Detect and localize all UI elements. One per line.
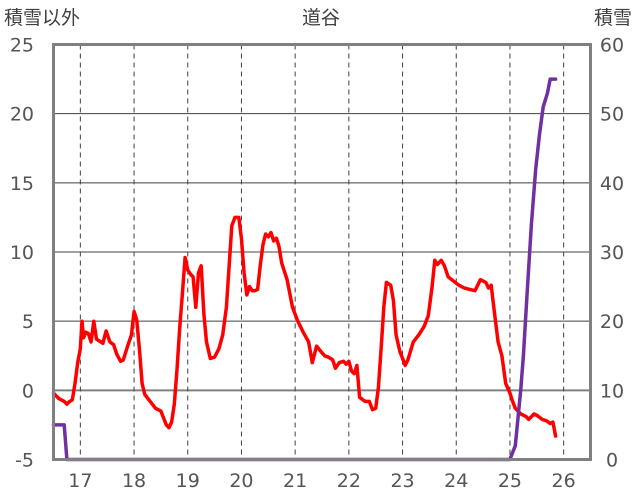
y-left-label: 積雪以外 xyxy=(4,7,80,29)
y-right-label: 積雪 xyxy=(594,7,632,29)
y-left-tick-label: 15 xyxy=(10,173,34,195)
y-left-tick-label: -5 xyxy=(15,450,34,472)
y-left-tick-label: 5 xyxy=(22,311,34,333)
y-left-tick-label: 20 xyxy=(10,104,34,126)
y-right-tick-label: 10 xyxy=(600,380,624,402)
y-left-tick-label: 0 xyxy=(22,380,34,402)
chart-title: 道谷 xyxy=(302,7,340,29)
x-tick-label: 19 xyxy=(176,470,200,492)
x-tick-label: 21 xyxy=(283,470,307,492)
y-right-tick-label: 20 xyxy=(600,311,624,333)
y-right-tick-label: 30 xyxy=(600,242,624,264)
x-tick-label: 23 xyxy=(390,470,414,492)
y-right-tick-label: 50 xyxy=(600,104,624,126)
x-tick-label: 17 xyxy=(68,470,92,492)
x-tick-label: 26 xyxy=(552,470,576,492)
y-right-tick-label: 0 xyxy=(606,450,618,472)
x-tick-label: 25 xyxy=(498,470,522,492)
x-tick-label: 24 xyxy=(444,470,468,492)
x-tick-label: 18 xyxy=(122,470,146,492)
series-layer xyxy=(51,77,558,462)
plot-frame xyxy=(52,43,592,461)
y-left-tick-label: 10 xyxy=(10,242,34,264)
snow-depth-line xyxy=(51,77,558,462)
x-tick-label: 20 xyxy=(229,470,253,492)
y-left-tick-label: 25 xyxy=(10,35,34,57)
y-right-tick-label: 60 xyxy=(600,35,624,57)
y-right-tick-label: 40 xyxy=(600,173,624,195)
x-tick-label: 22 xyxy=(337,470,361,492)
temperature-line xyxy=(51,215,558,438)
